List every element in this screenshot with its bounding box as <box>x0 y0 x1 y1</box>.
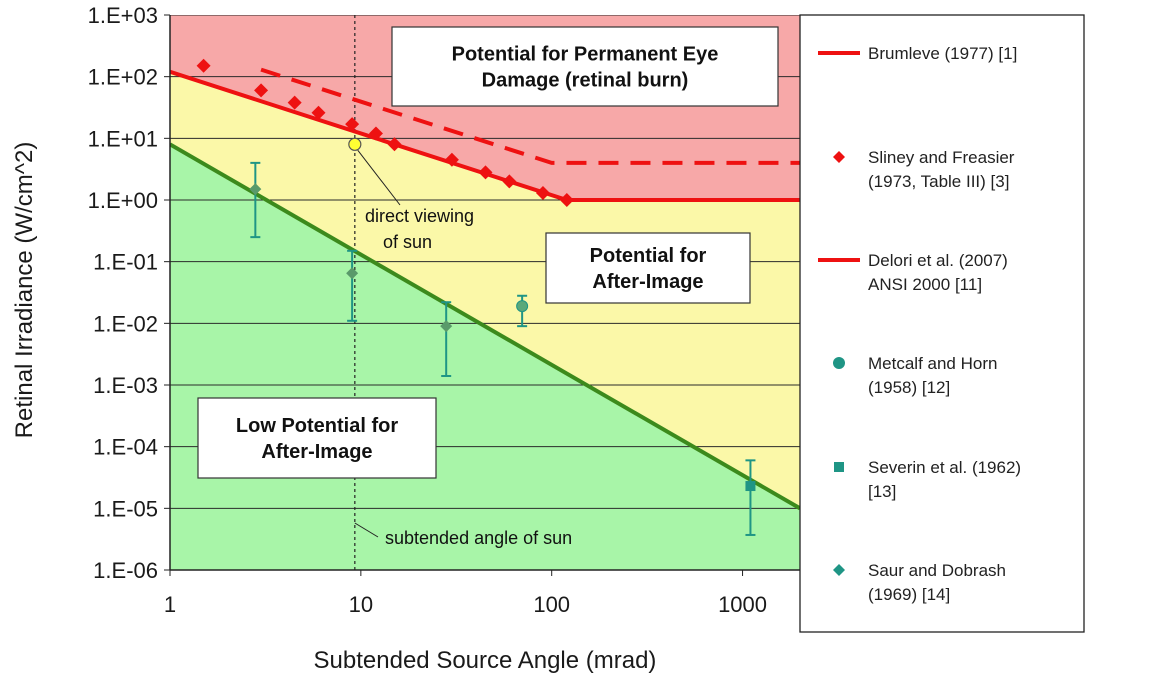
x-tick-label: 1000 <box>718 592 767 617</box>
legend-label: (1969) [14] <box>868 585 950 604</box>
sun-point <box>348 137 362 151</box>
direct-viewing-label: of sun <box>383 232 432 252</box>
sliney-point <box>444 152 459 167</box>
legend-label: (1973, Table III) [3] <box>868 172 1009 191</box>
sliney-point <box>559 193 574 207</box>
saur-point <box>440 320 453 333</box>
region-label-text: Damage (retinal burn) <box>482 70 689 92</box>
legend-square-icon <box>834 462 844 472</box>
sliney-point <box>311 105 326 120</box>
legend-label: Delori et al. (2007) <box>868 251 1008 270</box>
y-tick-label: 1.E-05 <box>93 496 158 521</box>
x-tick-label: 100 <box>533 592 570 617</box>
legend: Brumleve (1977) [1] Sliney and Freasier (1… <box>799 14 1085 633</box>
region-label-green: Low Potential for After-Image <box>197 397 437 479</box>
sliney-point <box>535 185 550 200</box>
metcalf-point <box>516 300 529 313</box>
y-axis-title: Retinal Irradiance (W/cm^2) <box>11 142 38 439</box>
legend-diamond-icon <box>833 151 845 163</box>
y-tick-label: 1.E-03 <box>93 373 158 398</box>
x-tick-label: 10 <box>349 592 373 617</box>
legend-label: Sliney and Freasier <box>868 148 1015 167</box>
y-tick-label: 1.E-04 <box>93 435 158 460</box>
region-label-text: After-Image <box>592 271 703 293</box>
legend-label: (1958) [12] <box>868 378 950 397</box>
y-tick-label: 1.E-06 <box>93 558 158 583</box>
legend-item: Metcalf and Horn (1958) [12] <box>833 354 997 397</box>
region-label-text: After-Image <box>261 441 372 463</box>
region-label-text: Low Potential for <box>236 415 398 437</box>
markers <box>196 58 756 536</box>
legend-label: Brumleve (1977) [1] <box>868 44 1017 63</box>
sliney-point <box>478 165 493 180</box>
sliney-point <box>287 95 302 110</box>
region-yellow <box>170 71 800 509</box>
green-boundary-line <box>170 142 800 511</box>
region-label-text: Potential for Permanent Eye <box>452 44 719 66</box>
y-tick-label: 1.E+02 <box>88 65 158 90</box>
direct-viewing-label: direct viewing <box>365 206 474 226</box>
region-label-text: Potential for <box>590 245 707 267</box>
region-label-box <box>391 26 779 107</box>
sliney-point <box>368 126 383 141</box>
legend-item: Brumleve (1977) [1] <box>818 44 1017 63</box>
saur-point <box>346 267 359 280</box>
legend-diamond-icon <box>833 564 845 576</box>
sliney-point <box>502 174 517 189</box>
region-label-yellow: Potential for After-Image <box>545 232 751 304</box>
region-labels: Potential for Permanent Eye Damage (retin… <box>197 26 779 479</box>
legend-item: Sliney and Freasier (1973, Table III) [3] <box>833 148 1015 191</box>
legend-circle-icon <box>833 357 845 369</box>
saur-point <box>249 183 262 196</box>
sun-angle-label: subtended angle of sun <box>385 528 572 548</box>
sliney-point <box>387 137 402 152</box>
severin-point <box>745 481 756 492</box>
legend-item: Severin et al. (1962) [13] <box>834 458 1021 501</box>
region-label-box <box>197 397 437 479</box>
legend-label: [13] <box>868 482 896 501</box>
legend-box <box>799 14 1085 633</box>
region-label-box <box>545 232 751 304</box>
x-axis-title: Subtended Source Angle (mrad) <box>314 647 657 674</box>
y-tick-label: 1.E+00 <box>88 188 158 213</box>
sliney-point <box>345 117 360 132</box>
y-tick-label: 1.E+01 <box>88 126 158 151</box>
sun-angle-leader <box>354 522 379 538</box>
annotations: direct viewing of sun subtended angle of s… <box>354 150 572 548</box>
legend-item: Delori et al. (2007) ANSI 2000 [11] <box>818 251 1008 294</box>
legend-label: Metcalf and Horn <box>868 354 997 373</box>
y-tick-label: 1.E+03 <box>88 3 158 28</box>
y-tick-label: 1.E-01 <box>93 250 158 275</box>
legend-label: Saur and Dobrash <box>868 561 1006 580</box>
region-label-red: Potential for Permanent Eye Damage (retin… <box>391 26 779 107</box>
y-tick-label: 1.E-02 <box>93 311 158 336</box>
sliney-point <box>254 83 269 98</box>
direct-viewing-leader <box>357 150 401 206</box>
legend-label: Severin et al. (1962) <box>868 458 1021 477</box>
delori-dashed-line <box>260 67 800 165</box>
legend-item: Saur and Dobrash (1969) [14] <box>833 561 1006 604</box>
sliney-point <box>196 58 211 73</box>
x-tick-label: 1 <box>164 592 176 617</box>
axes: 1.E+03 1.E+02 1.E+01 1.E+00 1.E-01 1.E-02 1.E-… <box>88 3 800 617</box>
legend-label: ANSI 2000 [11] <box>868 275 982 294</box>
